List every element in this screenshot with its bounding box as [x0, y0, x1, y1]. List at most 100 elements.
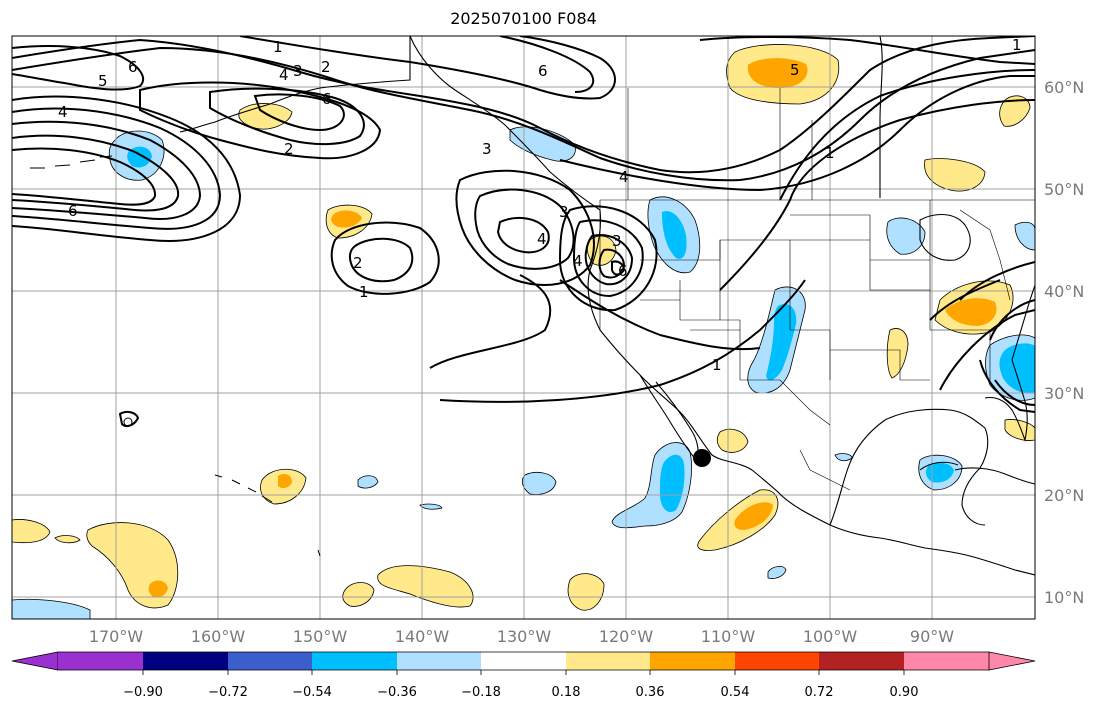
contour-label: 1 [825, 144, 835, 162]
contour-ridge-2 [699, 36, 1035, 65]
lon-label: 100°W [803, 627, 858, 646]
lat-label: 10°N [1044, 588, 1084, 607]
contour-aleutian-3 [253, 93, 345, 132]
colorbar-tick-label: 0.54 [721, 685, 750, 700]
colorbar-tick-label: 0.72 [805, 685, 834, 700]
contour-label: 4 [58, 103, 68, 121]
contour-ridge-3 [779, 69, 1035, 201]
contour-east-4 [979, 359, 1035, 413]
socorro [317, 549, 321, 557]
fill-negative-pacific-1 [521, 471, 557, 495]
contour-label: 4 [537, 230, 547, 248]
contour-label: 6 [322, 90, 332, 108]
contour-cal-low-5 [611, 260, 626, 276]
colorbar-tick-label: −0.72 [208, 685, 248, 700]
coast-east [1011, 284, 1035, 361]
contour-label: 1 [712, 356, 722, 374]
lat-label: 30°N [1044, 384, 1084, 403]
contour-north-3 [239, 36, 616, 100]
lon-label: 160°W [191, 627, 246, 646]
colorbar-tick-label: −0.90 [123, 685, 163, 700]
contour-pac-1 [455, 169, 595, 286]
fill-negative-canada-east [1014, 221, 1035, 251]
contour-label: 4 [619, 168, 629, 186]
contour-high-1 [330, 221, 440, 295]
contour-ridge-4 [719, 99, 1035, 291]
contour-label: 6 [128, 58, 138, 76]
contour-label: 4 [573, 252, 583, 270]
colorbar-tick-label: 0.36 [636, 685, 665, 700]
fill-positive-baja [716, 428, 749, 453]
coast-florida [984, 359, 1028, 442]
colorbar-tick-label: 0.18 [552, 685, 581, 700]
hawaii-islands [214, 474, 273, 503]
islands [30, 155, 321, 557]
contour-small [118, 410, 140, 427]
contour-label: 1 [359, 283, 369, 301]
coast-hudson [879, 36, 883, 198]
anomaly-fills-blue [127, 146, 1035, 513]
contour-label: 4 [279, 66, 289, 84]
fill-positive-west-pacific-3 [54, 535, 81, 544]
lon-label: 140°W [395, 627, 450, 646]
colorbar-tick-label: −0.36 [377, 685, 417, 700]
contour-west-3 [12, 120, 202, 220]
colorbar-max-extend [988, 651, 1036, 671]
colorbar-min-extend [11, 651, 59, 671]
contour-label: 1 [1012, 36, 1022, 54]
contour-east-6 [929, 279, 1001, 321]
colorbar-swatch [228, 652, 312, 670]
colorbar-swatch [566, 652, 650, 670]
fill-negative-west-tropic [12, 598, 91, 619]
contour-labels: 1 2 3 4 5 6 4 6 6 2 6 3 4 3 4 3 4 6 2 1 … [58, 36, 1022, 374]
fill-negative-great-lakes [886, 217, 926, 255]
colorbar-tick-label: −0.54 [292, 685, 332, 700]
contour-cal-low-1 [558, 205, 658, 312]
colorbar-swatch [735, 652, 819, 670]
contour-west-2 [12, 107, 222, 230]
latitude-axis: 60°N 50°N 40°N 30°N 20°N 10°N [1044, 78, 1084, 607]
contour-lines [12, 36, 1035, 427]
contour-aleutian-2 [209, 87, 365, 146]
location-marker [693, 449, 711, 467]
colorbar-swatch [58, 652, 143, 670]
fill-positive-canada [924, 158, 986, 192]
contour-ridge-1 [559, 75, 1035, 192]
map-area: 1 2 3 4 5 6 4 6 6 2 6 3 4 3 4 3 4 6 2 1 … [12, 36, 1035, 619]
colorbar-tick-label: 0.90 [890, 685, 919, 700]
contour-label: 3 [559, 203, 569, 221]
contour-high-2 [348, 237, 414, 283]
coast-alaska-peninsula [179, 36, 411, 133]
map-frame [11, 35, 1036, 620]
contour-label: 6 [68, 202, 78, 220]
contour-label: 5 [790, 61, 800, 79]
fill-orange-pacific [331, 210, 362, 228]
fill-blue-rockies [662, 211, 687, 259]
lat-label: 60°N [1044, 78, 1084, 97]
lon-label: 110°W [701, 627, 756, 646]
fill-blue-southeast [999, 343, 1035, 394]
colorbar: −0.90 −0.72 −0.54 −0.36 −0.18 0.18 0.36 … [11, 651, 1036, 700]
fill-negative-pacific-2 [357, 475, 379, 489]
contour-label: 2 [321, 58, 331, 76]
lat-label: 40°N [1044, 282, 1084, 301]
lat-label: 20°N [1044, 486, 1084, 505]
fill-negative-pacific-3 [419, 503, 443, 510]
fill-blue-southwest [766, 304, 797, 381]
contour-aleutian-1 [139, 81, 382, 160]
aleutian-islands [30, 155, 113, 169]
fill-orange-hawaii [278, 474, 292, 489]
contour-cal-low-4 [598, 248, 626, 279]
contour-east-2 [989, 299, 1035, 341]
colorbar-swatch [312, 652, 397, 670]
contour-west-1 [12, 95, 242, 242]
colorbar-tick-label: −0.18 [461, 685, 501, 700]
lon-label: 90°W [910, 627, 954, 646]
contour-west-4 [12, 134, 180, 212]
lon-label: 130°W [497, 627, 552, 646]
lat-label: 50°N [1044, 180, 1084, 199]
fill-positive-west-pacific-1 [12, 519, 51, 544]
fill-positive-tropics-3 [567, 573, 605, 611]
contour-label: 3 [612, 232, 622, 250]
